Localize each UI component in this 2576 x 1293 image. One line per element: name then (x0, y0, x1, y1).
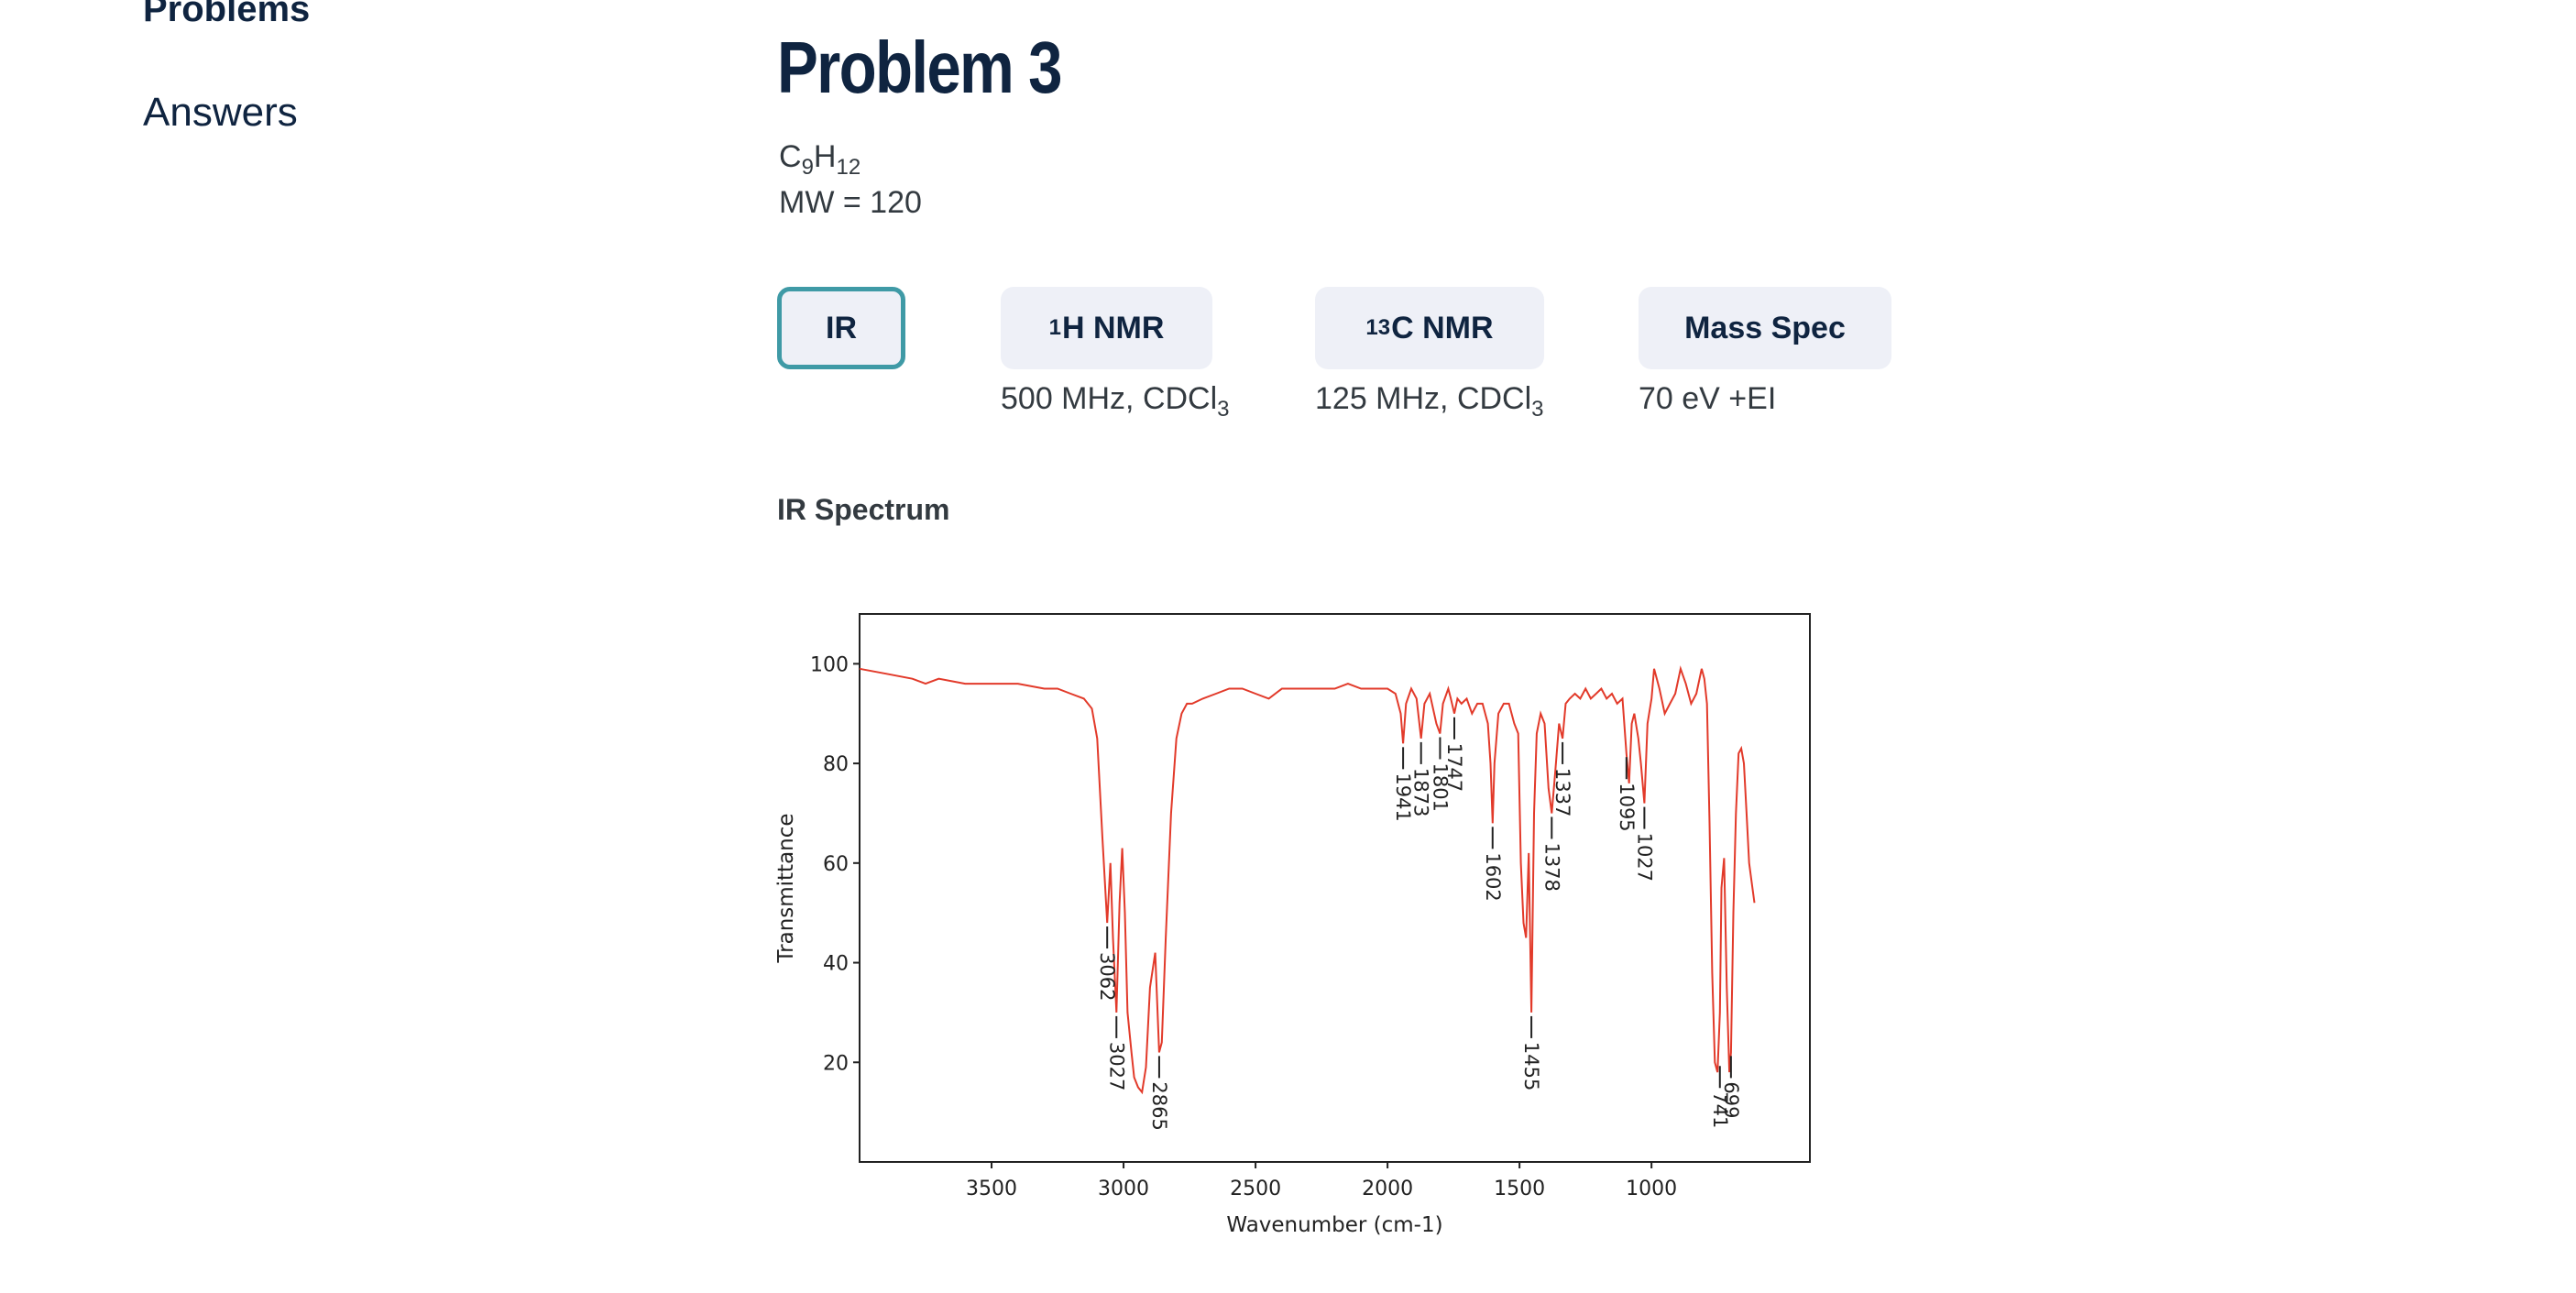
x-tick-label: 3500 (966, 1178, 1017, 1200)
x-tick-label: 1500 (1494, 1178, 1545, 1200)
tab-1h-nmr-conditions: 500 MHz, CDCl3 (1001, 381, 1230, 422)
peak-label: 1095 (1616, 783, 1638, 831)
formula-carbon-count: 9 (801, 155, 814, 180)
y-tick-label: 40 (823, 953, 849, 976)
tab-ir-label: IR (826, 310, 857, 345)
sidebar-item-problems[interactable]: Problems (143, 0, 311, 29)
x-tick-label: 3000 (1098, 1178, 1149, 1200)
tab-mass-spec-conditions-text: 70 eV +EI (1639, 381, 1777, 416)
formula-hydrogen: H (813, 139, 837, 174)
page-title: Problem 3 (777, 27, 1062, 108)
peak-label: 1455 (1520, 1042, 1542, 1090)
x-tick-label: 2000 (1362, 1178, 1413, 1200)
peak-label: 1801 (1429, 762, 1451, 811)
molecular-formula: C9H12 (779, 139, 860, 181)
tab-mass-spec[interactable]: Mass Spec (1639, 287, 1891, 369)
formula-hydrogen-count: 12 (836, 155, 861, 180)
peak-label: 1941 (1392, 773, 1414, 821)
tab-1h-nmr-conditions-text: 500 MHz, CDCl (1001, 381, 1218, 416)
formula-carbon: C (779, 139, 802, 174)
peak-label: 1747 (1443, 743, 1465, 792)
tab-13c-nmr[interactable]: 13 C NMR (1315, 287, 1544, 369)
sidebar-item-answers[interactable]: Answers (143, 90, 298, 135)
spectrum-line (859, 665, 1756, 1095)
peak-label: 3027 (1105, 1042, 1127, 1090)
tab-1h-nmr-label: H NMR (1061, 310, 1165, 345)
peak-label: 1378 (1540, 842, 1562, 891)
plot-frame (859, 613, 1811, 1163)
y-tick-label: 60 (823, 853, 849, 876)
peak-label: 1602 (1482, 852, 1504, 901)
peak-label: 2865 (1148, 1081, 1170, 1130)
y-tick-label: 100 (810, 653, 849, 676)
tab-13c-nmr-label: C NMR (1391, 310, 1494, 345)
x-axis-label: Wavenumber (cm-1) (1226, 1213, 1442, 1237)
y-axis-label: Transmittance (774, 813, 798, 963)
tab-13c-nmr-conditions-text: 125 MHz, CDCl (1315, 381, 1532, 416)
tab-1h-nmr-conditions-sub: 3 (1217, 397, 1230, 422)
x-tick-label: 2500 (1230, 1178, 1281, 1200)
tab-mass-spec-label: Mass Spec (1684, 310, 1846, 345)
molecular-weight: MW = 120 (779, 185, 922, 220)
peak-label: 1873 (1410, 768, 1432, 816)
tab-ir[interactable]: IR (777, 287, 905, 369)
peak-label: 741 (1709, 1091, 1731, 1128)
peak-label: 3062 (1096, 952, 1118, 1001)
x-tick-label: 1000 (1626, 1178, 1677, 1200)
section-heading: IR Spectrum (777, 493, 950, 526)
tab-13c-nmr-isotope: 13 (1365, 315, 1391, 340)
tab-13c-nmr-conditions: 125 MHz, CDCl3 (1315, 381, 1544, 422)
peak-label: 699 (1720, 1081, 1742, 1118)
tab-1h-nmr-isotope: 1 (1048, 315, 1061, 340)
ir-spectrum-chart: 20 40 60 80 100 3500 3000 2500 2000 1500 1000 Waven… (774, 613, 1811, 1237)
peak-label: 1337 (1551, 768, 1573, 816)
y-tick-label: 80 (823, 753, 849, 776)
tab-mass-spec-conditions: 70 eV +EI (1639, 381, 1776, 417)
peak-label: 1027 (1633, 833, 1655, 882)
y-tick-label: 20 (823, 1052, 849, 1075)
tab-13c-nmr-conditions-sub: 3 (1531, 397, 1544, 422)
